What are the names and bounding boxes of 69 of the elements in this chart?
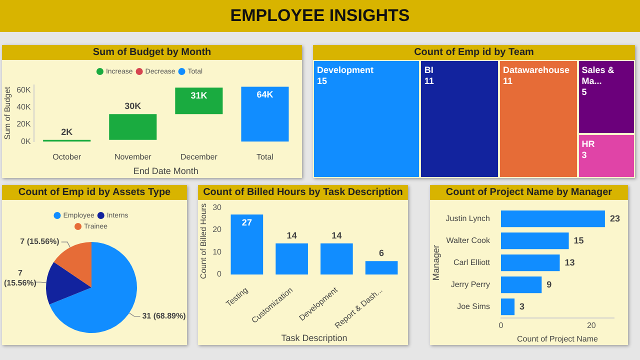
y-tick-label: Carl Elliott [454,258,491,268]
y-tick-label: 10 [212,247,222,256]
y-axis-title: Count of Billed Hours [199,203,208,279]
data-label: 27 [242,217,252,228]
x-axis-title: Task Description [281,333,348,344]
x-axis-title: Count of Project Name [517,334,598,344]
x-tick-label: October [52,152,82,162]
y-tick-label: 20K [16,120,32,129]
y-tick-label: Joe Sims [457,302,490,312]
y-axis-title: Sum of Budget [3,86,12,140]
category-label: Datawarehouse [503,65,575,76]
bar [241,86,289,142]
bar [500,276,542,294]
category-label: BI [424,65,496,76]
data-label: 7 (15.56%) [4,268,37,288]
data-label: 30K [124,101,142,112]
data-label: 11 [503,76,575,87]
chart-title: Count of Emp id by Assets Type [2,185,187,200]
data-label: 14 [332,230,342,240]
bar [175,88,223,114]
y-tick-label: Jerry Perry [450,280,490,290]
x-tick-label: December [180,152,218,162]
data-label: 31K [190,90,208,101]
data-label: 9 [546,279,552,290]
data-label: 31 (68.89%) [142,312,186,320]
data-label: 3 [520,301,525,312]
y-tick-label: 0K [21,136,32,146]
bar [109,114,157,140]
x-tick-label: 20 [586,320,596,330]
y-tick-label: 20 [212,225,222,234]
data-label: 15 [574,235,584,246]
bar [500,254,560,272]
text: Count of Emp id by Team [313,45,635,60]
bar [500,210,605,228]
category-label: HR [582,138,632,150]
chart-title: Count of Billed Hours by Task Description [198,185,408,200]
data-label: 3 [582,150,632,161]
x-axis-title: End Date Month [133,166,198,176]
y-tick-label: 40K [16,102,32,112]
data-label: 11 [424,76,496,87]
data-label: 7 (15.56%) [20,237,60,246]
bar [500,232,569,250]
data-label: 5 [582,87,632,98]
x-tick-label: Total [256,152,274,162]
data-label: 15 [317,76,418,87]
bar [500,298,515,316]
data-label: 14 [286,230,297,240]
bar [276,243,308,274]
data-label: 23 [610,213,620,224]
y-axis-title: Manager [430,245,441,281]
text: EMPLOYEE INSIGHTS [0,0,640,32]
data-label: 13 [564,257,575,268]
y-tick-label: Walter Cook [446,236,491,246]
bar [365,261,398,274]
bar [320,243,353,274]
category-label: Development [317,65,418,76]
y-tick-label: 60K [16,85,32,94]
category-label: Sales & Ma... [582,65,632,87]
chart-title: Count of Project Name by Manager [430,185,628,200]
y-tick-label: 30 [212,203,222,212]
y-tick-label: 0 [217,270,222,279]
y-tick-label: Justin Lynch [446,214,490,224]
data-label: 64K [256,90,274,100]
x-tick-label: November [114,152,152,162]
chart-title: Sum of Budget by Month [2,45,302,60]
data-label: 2K [61,126,74,137]
data-label: 6 [379,248,384,258]
bar [230,214,264,274]
x-tick-label: 0 [498,320,504,330]
